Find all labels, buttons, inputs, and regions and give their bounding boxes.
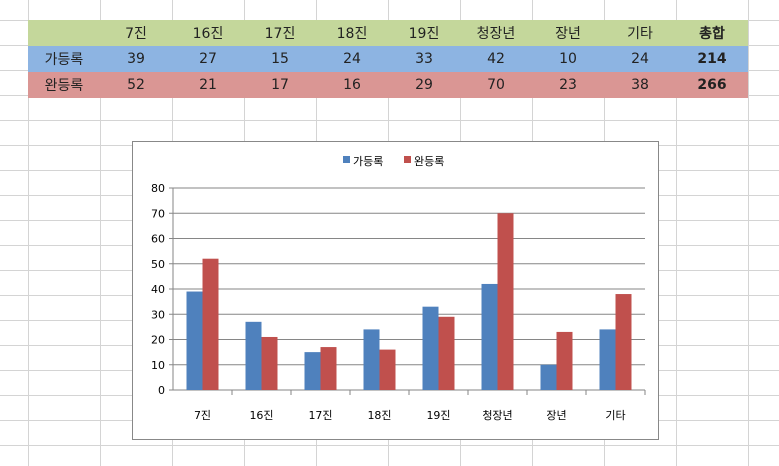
bar-완등록 (497, 213, 514, 390)
header-cell[interactable]: 7진 (100, 20, 172, 46)
legend-label: 가등록 (353, 155, 383, 168)
header-cell[interactable]: 장년 (532, 20, 604, 46)
y-tick-label: 10 (151, 359, 165, 372)
value-cell[interactable]: 42 (460, 46, 532, 72)
bar-완등록 (261, 336, 278, 390)
value-cell[interactable]: 27 (172, 46, 244, 72)
value-cell[interactable]: 10 (532, 46, 604, 72)
legend-label: 완등록 (414, 155, 444, 168)
bar-완등록 (556, 331, 573, 390)
bar-chart[interactable]: 0 10 20 30 40 50 60 70 80 7진 16진 17진 18진 19진 청장년 장년 기타 가등… (132, 141, 659, 440)
total-cell[interactable]: 266 (676, 72, 748, 98)
y-tick-label: 0 (158, 384, 165, 397)
bar-가등록 (186, 291, 203, 390)
total-cell[interactable]: 214 (676, 46, 748, 72)
value-cell[interactable]: 17 (244, 72, 316, 98)
bar-가등록 (363, 329, 380, 390)
header-cell[interactable]: 기타 (604, 20, 676, 46)
value-cell[interactable]: 52 (100, 72, 172, 98)
bar-가등록 (245, 321, 262, 390)
table-row: 완등록 52 21 17 16 29 70 23 38 266 (28, 72, 748, 98)
value-cell[interactable]: 24 (604, 46, 676, 72)
data-table: 7진 16진 17진 18진 19진 청장년 장년 기타 총합 가등록 39 27 15 24 33 42 10… (28, 20, 748, 98)
header-cell[interactable]: 청장년 (460, 20, 532, 46)
value-cell[interactable]: 24 (316, 46, 388, 72)
bar-완등록 (202, 258, 219, 390)
bar-완등록 (615, 294, 632, 390)
header-cell[interactable]: 19진 (388, 20, 460, 46)
y-tick-label: 20 (151, 334, 165, 347)
chart-svg: 0 10 20 30 40 50 60 70 80 7진 16진 17진 18진 19진 청장년 장년 기타 가등… (151, 155, 646, 422)
value-cell[interactable]: 39 (100, 46, 172, 72)
bar-가등록 (422, 306, 439, 390)
header-cell[interactable]: 17진 (244, 20, 316, 46)
y-tick-label: 60 (151, 233, 165, 246)
bar-완등록 (438, 316, 455, 390)
x-tick-label: 7진 (194, 409, 211, 422)
value-cell[interactable]: 23 (532, 72, 604, 98)
y-tick-label: 30 (151, 308, 165, 321)
bar-가등록 (304, 352, 321, 390)
header-cell[interactable]: 총합 (676, 20, 748, 46)
x-tick-label: 청장년 (482, 409, 512, 422)
y-tick-label: 40 (151, 283, 165, 296)
x-tick-label: 18진 (367, 409, 391, 422)
row-label[interactable]: 완등록 (28, 72, 100, 98)
table-row: 가등록 39 27 15 24 33 42 10 24 214 (28, 46, 748, 72)
y-tick-label: 80 (151, 182, 165, 195)
header-cell[interactable] (28, 20, 100, 46)
header-cell[interactable]: 16진 (172, 20, 244, 46)
bar-가등록 (540, 364, 557, 390)
header-cell[interactable]: 18진 (316, 20, 388, 46)
value-cell[interactable]: 70 (460, 72, 532, 98)
x-tick-label: 장년 (546, 409, 566, 422)
row-label[interactable]: 가등록 (28, 46, 100, 72)
x-tick-label: 16진 (249, 409, 273, 422)
legend-swatch (404, 156, 411, 163)
header-row: 7진 16진 17진 18진 19진 청장년 장년 기타 총합 (28, 20, 748, 46)
value-cell[interactable]: 15 (244, 46, 316, 72)
x-tick-label: 19진 (426, 409, 450, 422)
bar-가등록 (599, 329, 616, 390)
bar-완등록 (379, 349, 396, 390)
value-cell[interactable]: 16 (316, 72, 388, 98)
y-tick-label: 50 (151, 258, 165, 271)
y-tick-label: 70 (151, 207, 165, 220)
bar-완등록 (320, 347, 337, 390)
value-cell[interactable]: 38 (604, 72, 676, 98)
bar-가등록 (481, 283, 498, 390)
value-cell[interactable]: 21 (172, 72, 244, 98)
legend-swatch (343, 156, 350, 163)
x-tick-label: 기타 (605, 409, 625, 422)
x-tick-label: 17진 (308, 409, 332, 422)
value-cell[interactable]: 33 (388, 46, 460, 72)
value-cell[interactable]: 29 (388, 72, 460, 98)
